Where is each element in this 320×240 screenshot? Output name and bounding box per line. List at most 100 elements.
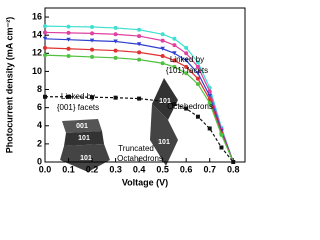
marker <box>90 47 95 52</box>
marker <box>219 145 224 150</box>
y-tick-label: 16 <box>32 11 42 21</box>
x-tick-label: 0.3 <box>109 164 122 174</box>
y-tick-label: 0 <box>37 156 42 166</box>
y-tick-label: 8 <box>37 84 42 94</box>
crystal-face <box>150 104 178 166</box>
x-tick-label: 0.5 <box>156 164 169 174</box>
marker <box>184 71 189 76</box>
annotation: Truncated <box>118 144 154 153</box>
marker <box>207 89 212 94</box>
y-tick-label: 12 <box>32 48 42 58</box>
marker <box>160 32 165 37</box>
marker <box>160 61 165 66</box>
series-line <box>44 25 234 163</box>
marker <box>172 36 177 41</box>
marker <box>113 39 118 44</box>
y-tick-label: 14 <box>32 30 42 40</box>
marker <box>66 37 71 42</box>
marker <box>42 36 48 41</box>
y-tick-label: 2 <box>37 138 42 148</box>
marker <box>66 30 71 35</box>
marker <box>113 95 118 100</box>
annotation: 101 <box>80 155 92 162</box>
annotation: Octahedrons <box>117 154 163 163</box>
marker <box>66 94 71 99</box>
marker <box>183 58 189 63</box>
crystal-face <box>64 131 104 146</box>
marker <box>172 58 177 63</box>
marker <box>172 51 177 56</box>
marker <box>207 101 212 106</box>
marker <box>195 64 200 69</box>
marker <box>66 24 71 29</box>
series-line <box>44 47 234 163</box>
marker <box>137 96 142 101</box>
x-tick-label: 0.4 <box>133 164 146 174</box>
marker <box>160 54 165 59</box>
marker <box>137 50 142 55</box>
marker <box>184 45 189 50</box>
annotation: Octahedrons <box>167 102 213 111</box>
marker <box>184 64 189 69</box>
marker <box>66 46 71 51</box>
marker <box>113 55 118 60</box>
marker <box>184 51 189 56</box>
crystal-shapes <box>60 78 178 172</box>
crystal-face <box>60 144 110 172</box>
y-tick-label: 10 <box>32 66 42 76</box>
y-axis-label: Photocurrent density (mA cm⁻²) <box>4 17 14 153</box>
marker <box>43 30 47 35</box>
marker <box>207 93 212 98</box>
marker <box>195 60 200 65</box>
series-line <box>44 38 234 163</box>
annotation: 101 <box>159 98 171 105</box>
marker <box>90 54 95 59</box>
marker <box>219 132 224 137</box>
marker <box>195 82 200 87</box>
x-tick-label: 0.8 <box>227 164 240 174</box>
marker <box>43 24 47 29</box>
annotation: Linked by <box>170 55 204 64</box>
annotation: 001 <box>76 123 88 130</box>
marker <box>113 25 118 30</box>
series-line <box>44 31 234 163</box>
marker <box>195 114 200 119</box>
marker <box>172 64 177 69</box>
x-tick-label: 0.7 <box>203 164 216 174</box>
marker <box>137 57 142 62</box>
chart: Voltage (V) Photocurrent density (mA cm⁻… <box>4 7 246 187</box>
annotation: 101 <box>78 135 90 142</box>
marker <box>160 38 165 43</box>
x-tick-label: 0.6 <box>180 164 193 174</box>
annotation: {001} facets <box>57 103 99 112</box>
annotation: {101} facets <box>166 66 208 75</box>
marker <box>195 76 200 81</box>
crystal-face <box>152 78 178 120</box>
marker <box>231 160 236 164</box>
annotation: 101 <box>158 139 170 146</box>
x-tick-label: 0.0 <box>39 164 52 174</box>
marker <box>90 31 95 36</box>
marker <box>113 48 118 53</box>
marker <box>43 53 47 58</box>
marker <box>90 95 95 100</box>
marker <box>43 94 47 99</box>
marker <box>137 34 142 39</box>
marker <box>207 126 212 131</box>
marker <box>43 45 47 50</box>
marker <box>172 43 177 48</box>
marker <box>160 99 165 104</box>
marker <box>136 42 142 47</box>
marker <box>113 32 118 37</box>
x-tick-label: 0.1 <box>62 164 75 174</box>
series-line <box>45 96 234 163</box>
marker <box>137 27 142 32</box>
series-line <box>44 54 234 163</box>
marker <box>90 25 95 30</box>
plot-frame <box>44 7 246 163</box>
marker <box>195 71 201 76</box>
y-tick-label: 6 <box>37 102 42 112</box>
marker <box>89 38 95 43</box>
marker <box>172 102 177 107</box>
x-tick-label: 0.2 <box>86 164 99 174</box>
